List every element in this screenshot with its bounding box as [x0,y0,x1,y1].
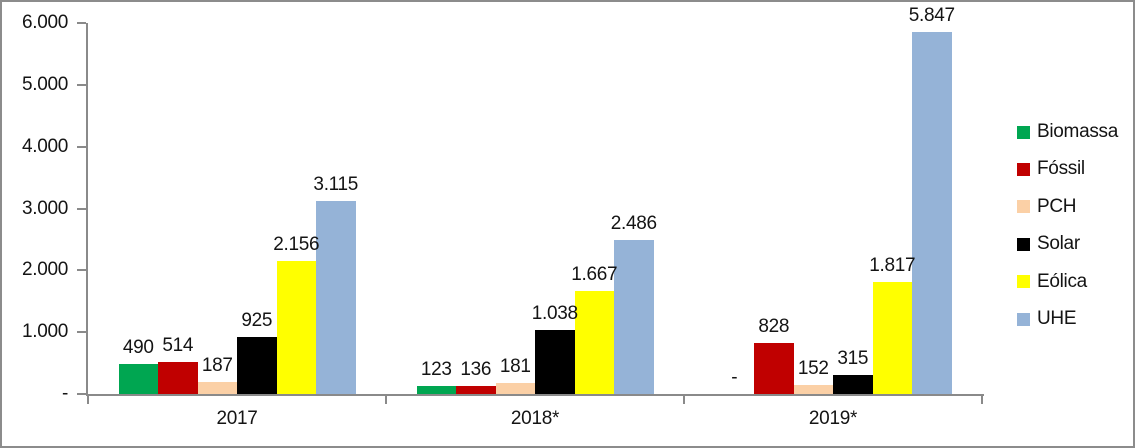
bar-pch-2017 [197,382,237,394]
y-axis-tick-label: 3.000 [21,197,68,219]
x-axis-category-label: 2017 [216,408,258,429]
data-label: 315 [837,347,869,369]
legend-label: Fóssil [1037,158,1085,180]
x-axis-line [86,394,984,396]
x-axis-category-label: 2018* [510,408,560,429]
bar-solar-2018 [535,329,575,394]
data-label: 123 [420,359,452,381]
bar-uhe-2018 [614,240,654,394]
data-label: 1.667 [571,263,618,285]
bar-solar-2017 [237,336,277,394]
data-label: 181 [499,355,531,377]
legend-item-eólica: Eólica [1017,270,1087,294]
legend-label: Eólica [1037,270,1087,292]
y-axis-tick-mark [77,83,86,86]
y-axis-tick-label: 5.000 [21,73,68,95]
bar-uhe-2017 [316,201,356,394]
y-axis-tick-label: 1.000 [21,321,68,343]
y-axis-tick-mark [77,393,86,395]
data-label: - [731,367,738,388]
bar-biomassa-2018 [416,386,456,394]
y-axis-tick-mark [77,269,86,272]
x-axis-category-label: 2019* [808,408,858,429]
data-label: 136 [460,358,492,380]
legend-item-biomassa: Biomassa [1017,120,1118,144]
y-axis-line [86,23,88,396]
y-axis-tick-label: 4.000 [21,135,68,157]
legend-item-pch: PCH [1017,195,1077,219]
bar-fóssil-2018 [456,385,496,394]
bar-uhe-2019 [912,32,952,394]
data-label: 514 [162,335,194,357]
data-label: 828 [758,315,790,337]
x-axis-tick-mark [683,396,685,404]
bar-pch-2019 [793,384,833,394]
bar-biomassa-2017 [118,363,158,394]
bar-fóssil-2019 [754,342,794,394]
legend-label: UHE [1037,308,1077,329]
legend-label: Solar [1037,233,1080,255]
bar-fóssil-2017 [158,362,198,394]
legend-swatch-fóssil [1017,162,1030,176]
bar-pch-2018 [495,382,535,394]
bar-solar-2019 [833,374,873,394]
y-axis-tick-mark [77,207,86,210]
data-label: 1.817 [869,254,916,276]
data-label: 152 [797,357,829,379]
data-label: 2.486 [610,213,657,235]
bar-eólica-2019 [872,281,912,394]
x-axis-tick-mark [981,396,983,404]
bar-eólica-2018 [574,290,614,394]
y-axis-tick-label: 2.000 [21,259,68,281]
legend-swatch-pch [1017,200,1030,214]
legend-item-fóssil: Fóssil [1017,157,1085,181]
legend-swatch-biomassa [1017,125,1030,139]
legend-label: Biomassa [1037,121,1119,142]
data-label: 490 [122,336,154,358]
bar-eólica-2017 [276,260,316,394]
data-label: 187 [201,355,233,377]
legend-item-solar: Solar [1017,232,1080,256]
legend-swatch-uhe [1017,312,1030,326]
legend-swatch-solar [1017,237,1030,251]
legend-item-uhe: UHE [1017,307,1077,331]
legend-label: PCH [1037,195,1077,217]
x-axis-tick-mark [87,396,89,404]
legend-swatch-eólica [1017,275,1030,289]
y-axis-tick-mark [77,22,86,24]
x-axis-tick-mark [385,396,387,404]
y-axis-tick-mark [77,331,86,334]
data-label: 3.115 [313,174,359,196]
data-label: 925 [241,309,273,331]
y-axis-tick-mark [77,145,86,148]
y-axis-tick-label: 6.000 [21,12,68,33]
data-label: 1.038 [531,302,578,324]
data-label: 2.156 [273,233,320,255]
data-label: 5.847 [908,5,955,27]
y-axis-tick-label: - [61,383,68,404]
